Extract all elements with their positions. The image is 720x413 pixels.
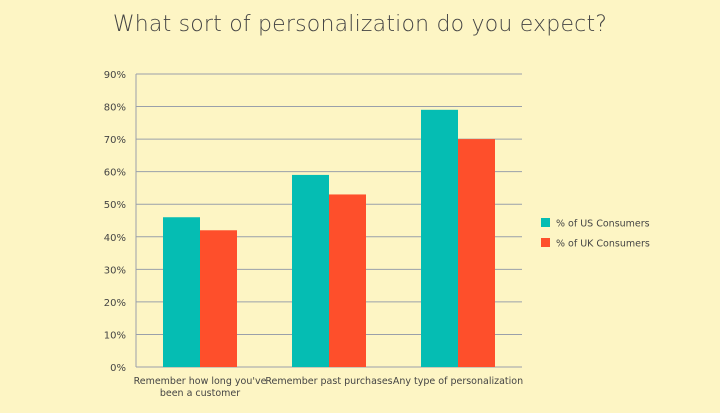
legend: % of US Consumers % of UK Consumers [541,218,650,250]
bars [163,109,495,368]
legend-swatch [541,238,550,247]
y-tick-label: 60% [104,168,126,179]
y-tick-label: 0% [110,363,126,374]
x-tick-label: Remember how long you've been a customer [134,376,267,399]
y-tick-label: 40% [104,233,126,244]
y-axis-ticks: 0% 10% 20% 30% 40% 50% 60% 70% 80% 90% [104,70,126,374]
bar-uk-2 [458,139,495,367]
legend-swatch [541,218,550,227]
y-tick-label: 10% [104,330,126,341]
x-tick-label: Remember past purchases [265,376,392,387]
bar-us-2 [421,109,458,368]
bar-uk-0 [200,230,237,367]
bar-us-0 [163,217,200,367]
y-tick-label: 30% [104,265,126,276]
y-tick-label: 70% [104,135,126,146]
bar-uk-1 [329,194,366,367]
legend-label: % of US Consumers [556,219,650,230]
chart-title: What sort of personalization do you expe… [112,12,608,37]
y-tick-label: 20% [104,298,126,309]
legend-label: % of UK Consumers [556,239,650,250]
bar-us-1 [292,174,329,367]
x-axis-labels: Remember how long you've been a customerR… [134,376,524,399]
y-tick-label: 50% [104,200,126,211]
x-tick-label: Any type of personalization [393,376,523,387]
y-tick-label: 80% [104,103,126,114]
y-tick-label: 90% [104,70,126,81]
